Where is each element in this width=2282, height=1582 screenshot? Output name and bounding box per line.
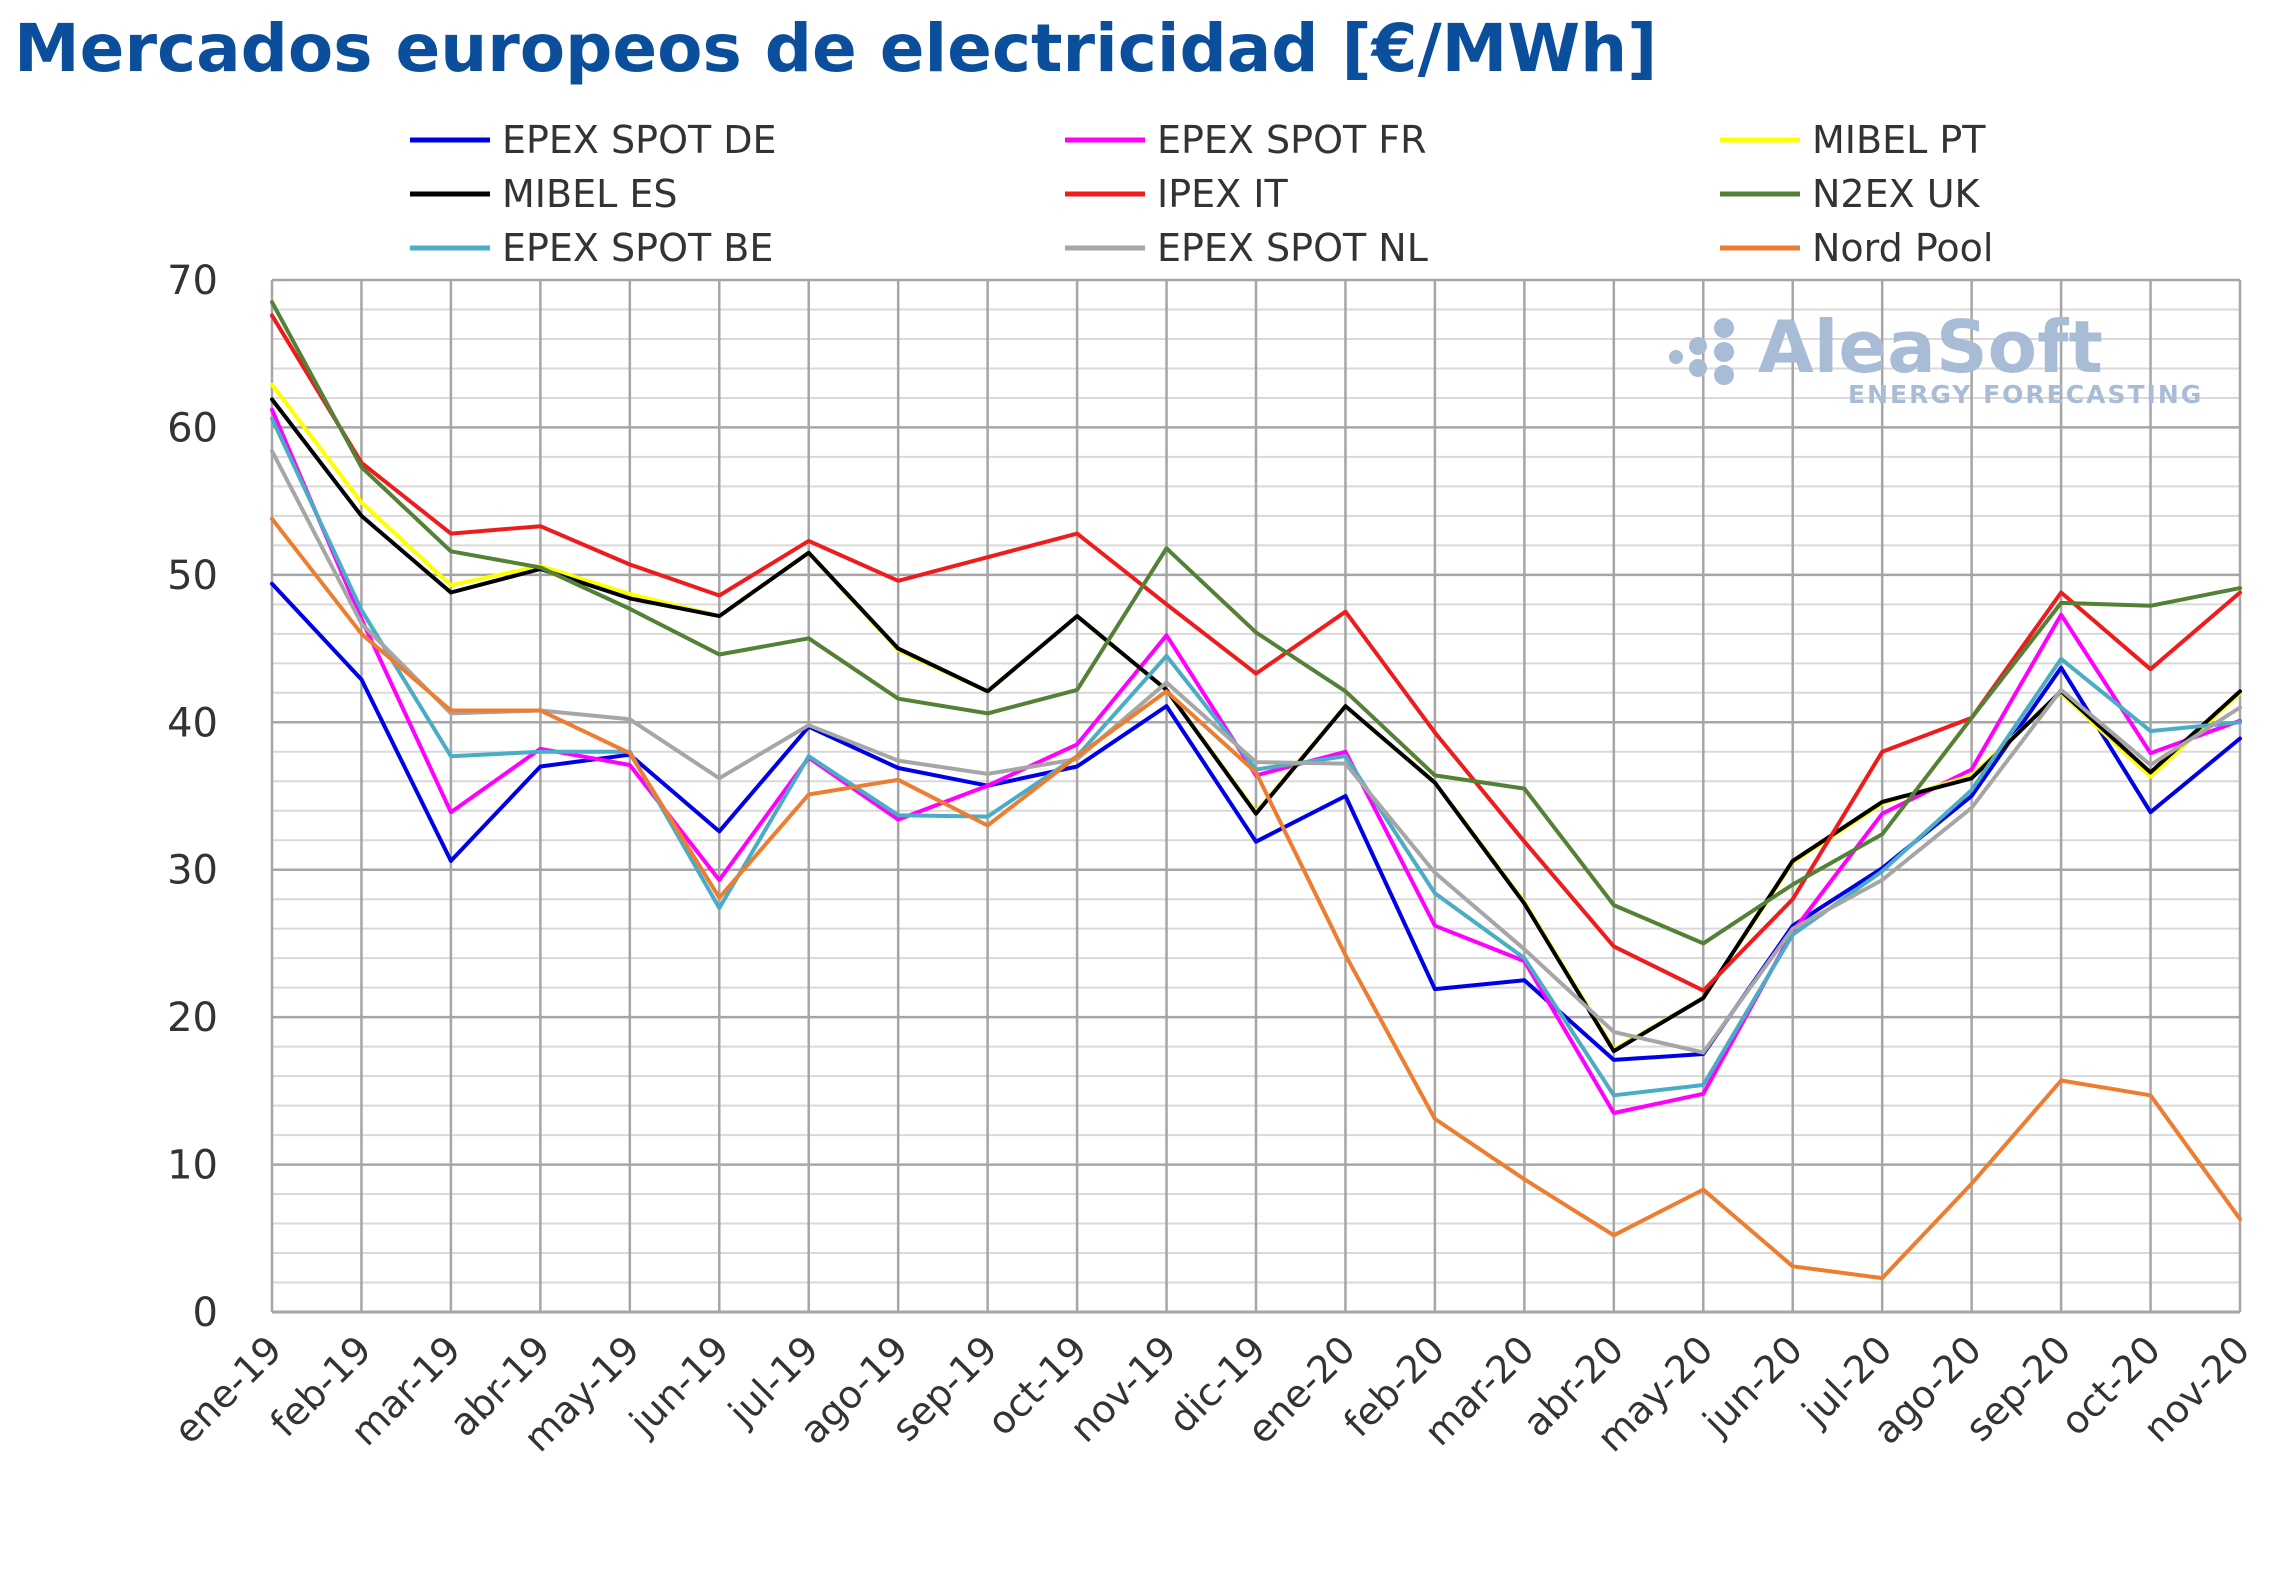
legend-label: EPEX SPOT FR	[1157, 118, 1427, 162]
series-line-ipex-it	[270, 313, 2242, 993]
logo-dot	[1669, 350, 1683, 364]
legend-label: N2EX UK	[1812, 172, 1981, 216]
logo-dot	[1689, 337, 1707, 355]
series-line-epex-spot-be	[270, 416, 2242, 1098]
legend-label: EPEX SPOT BE	[502, 226, 773, 270]
series-line-nord-pool	[270, 516, 2242, 1281]
legend-label: IPEX IT	[1157, 172, 1288, 216]
x-tick-label: ene-19	[165, 1327, 290, 1452]
legend-label: MIBEL PT	[1812, 118, 1986, 162]
y-tick-label: 30	[167, 848, 218, 894]
legend-label: EPEX SPOT NL	[1157, 226, 1428, 270]
series-line-epex-spot-nl	[270, 449, 2242, 1055]
y-tick-label: 0	[193, 1290, 218, 1336]
x-tick-label: jun-20	[1694, 1327, 1811, 1444]
aleasoft-logo-dots	[1669, 318, 1734, 385]
y-tick-label: 60	[167, 405, 218, 451]
aleasoft-watermark: AleaSoft ENERGY FORECASTING	[1669, 305, 2203, 409]
y-tick-label: 20	[167, 995, 218, 1041]
axes: 010203040506070ene-19feb-19mar-19abr-19m…	[165, 258, 2258, 1460]
logo-dot	[1714, 318, 1734, 338]
legend-label: EPEX SPOT DE	[502, 118, 777, 162]
y-tick-label: 10	[167, 1143, 218, 1189]
y-tick-label: 50	[167, 553, 218, 599]
logo-dot	[1714, 365, 1734, 385]
watermark-tagline: ENERGY FORECASTING	[1848, 380, 2203, 409]
series-lines	[270, 300, 2242, 1281]
x-tick-label: jun-19	[620, 1327, 737, 1444]
logo-dot	[1689, 359, 1707, 377]
chart-title: Mercados europeos de electricidad [€/MWh…	[14, 10, 1658, 87]
y-tick-label: 70	[167, 258, 218, 304]
legend-label: Nord Pool	[1812, 226, 1993, 270]
y-tick-label: 40	[167, 700, 218, 746]
watermark-brand: AleaSoft	[1758, 305, 2103, 389]
logo-dot	[1714, 342, 1734, 362]
legend: EPEX SPOT DE EPEX SPOT FR MIBEL PT MIBEL ES…	[410, 118, 1993, 270]
legend-label: MIBEL ES	[502, 172, 677, 216]
series-line-n2ex-uk	[270, 300, 2242, 946]
gridlines	[270, 278, 2242, 1312]
